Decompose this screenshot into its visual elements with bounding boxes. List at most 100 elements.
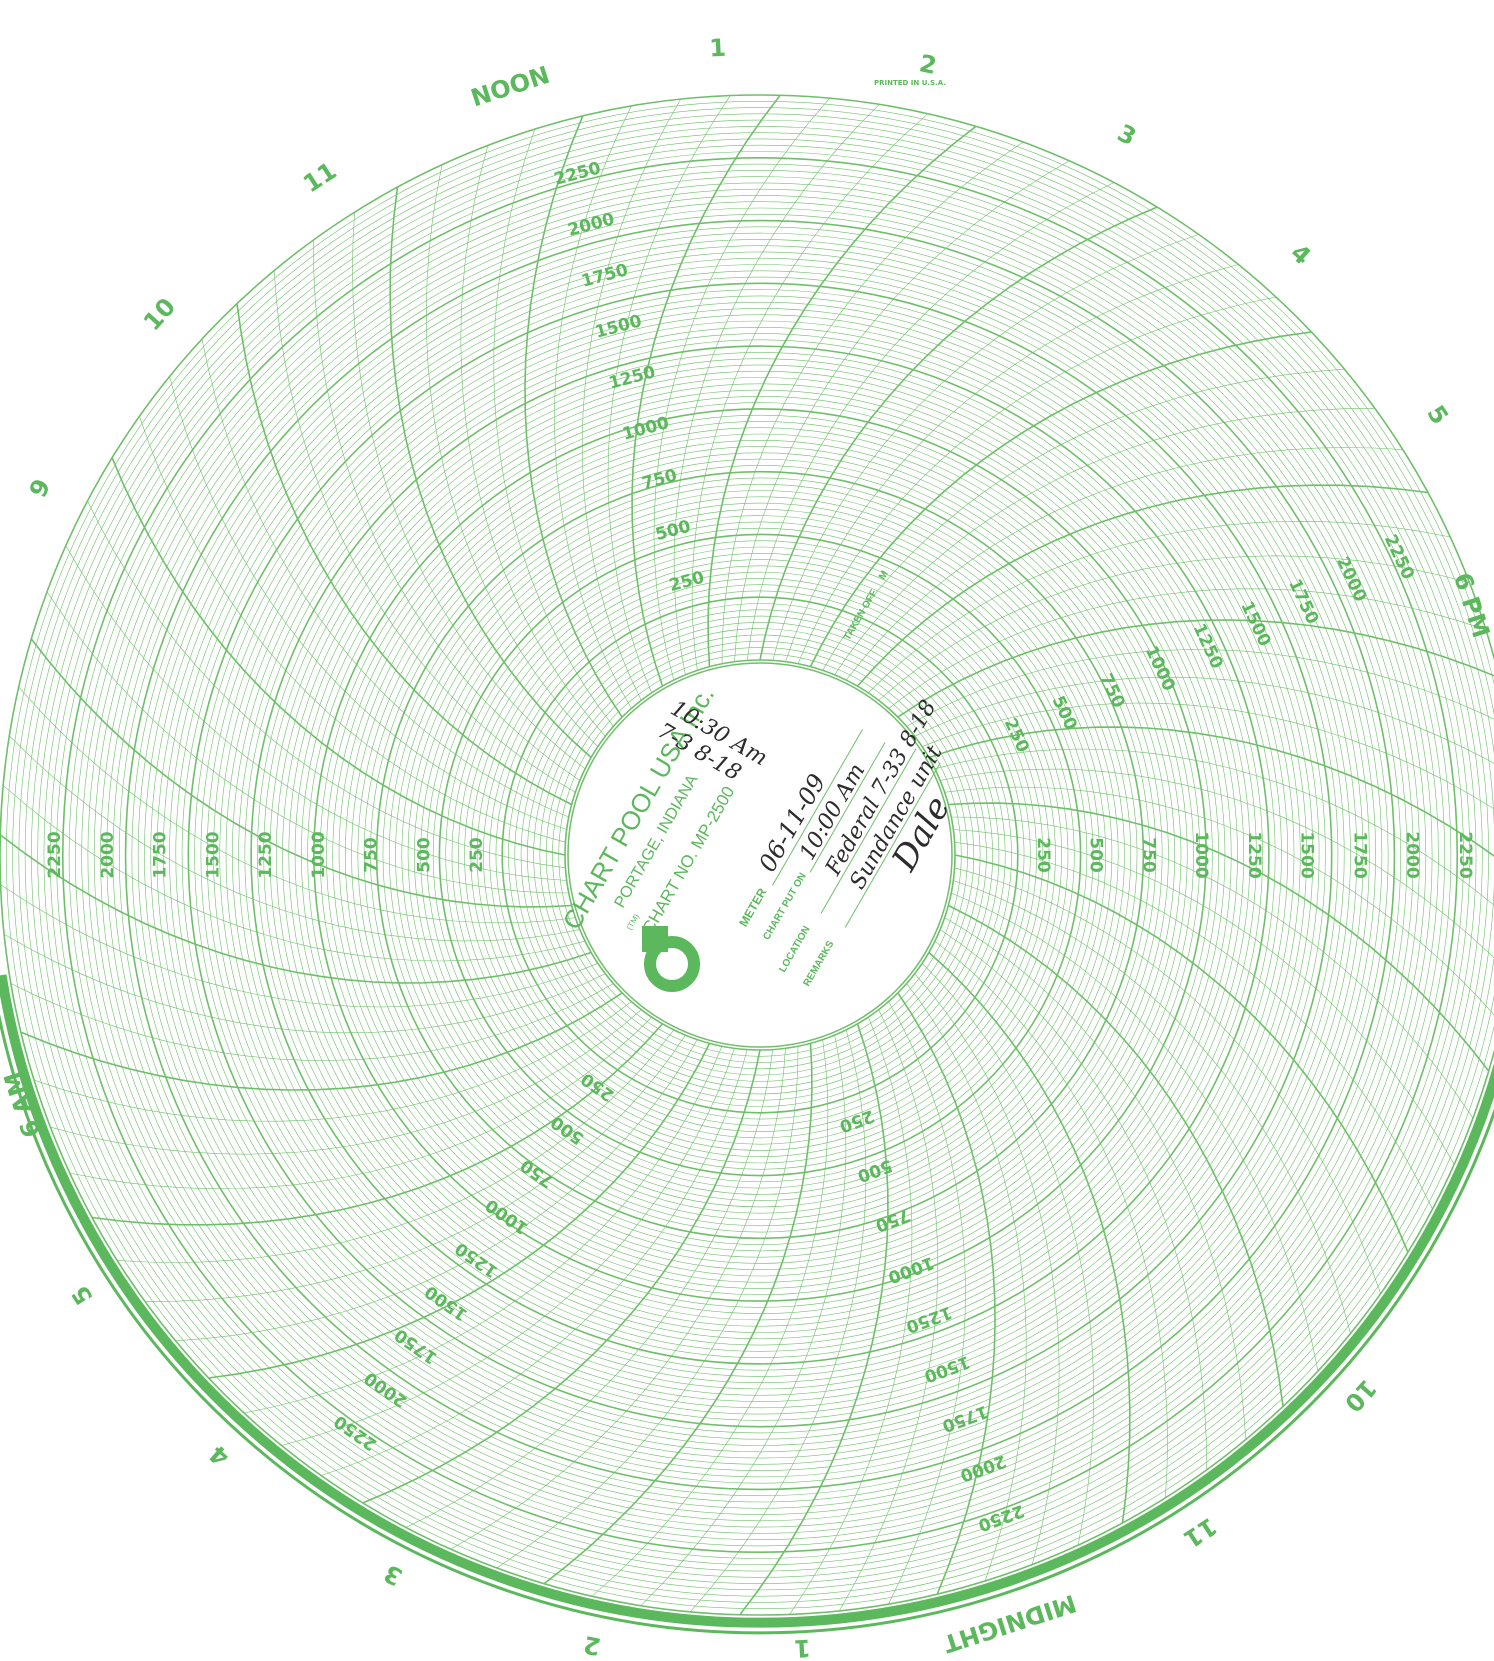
grid-time-line: [0, 884, 599, 1008]
grid-time-line: [0, 834, 592, 984]
grid-time-line: [496, 1046, 799, 1569]
grid-ring: [357, 452, 1163, 1258]
grid-ring: [244, 339, 1276, 1371]
scale-label: 1000: [620, 413, 671, 445]
grid-ring: [483, 578, 1037, 1132]
cp-logo-icon: [642, 926, 700, 992]
grid-ring: [438, 533, 1082, 1177]
hour-label: 2: [917, 49, 939, 80]
grid-time-line: [673, 104, 880, 675]
grid-ring: [87, 182, 1433, 1528]
grid-time-line: [352, 212, 586, 770]
scale-label: 2000: [361, 1367, 411, 1411]
grid-ring: [156, 251, 1364, 1459]
grid-ring: [332, 427, 1188, 1283]
hour-label: 9: [24, 474, 57, 502]
scale-label: 500: [547, 1111, 588, 1148]
grid-time-line: [236, 303, 572, 806]
grid-ring: [388, 483, 1132, 1227]
grid-time-line: [111, 457, 566, 856]
grid-time-line: [739, 1023, 889, 1616]
grid-ring: [37, 132, 1483, 1578]
grid-time-line: [940, 768, 1494, 959]
scale-label: 2250: [1380, 531, 1418, 582]
grid-time-line: [3, 785, 586, 962]
scale-label: 2000: [98, 831, 118, 878]
hour-label: 3: [1113, 119, 1141, 152]
scale-label: 250: [1033, 837, 1053, 873]
chart-grid: [0, 94, 1494, 1616]
grid-ring: [514, 609, 1006, 1101]
grid-time-line: [921, 702, 1494, 810]
hour-label: NOON: [467, 61, 553, 113]
grid-ring: [319, 414, 1201, 1296]
scale-label: 500: [1086, 837, 1106, 873]
grid-time-line: [789, 1016, 913, 1615]
outer-band-arc-thin: [0, 1013, 1494, 1635]
grid-ring: [401, 496, 1119, 1214]
grid-time-line: [460, 145, 606, 737]
grid-ring: [150, 245, 1370, 1465]
grid-ring: [181, 276, 1339, 1434]
grid-ring: [395, 490, 1125, 1220]
grid-ring: [558, 653, 962, 1057]
scale-label: 1500: [1297, 831, 1317, 878]
grid-time-line: [543, 1043, 813, 1585]
grid-time-line: [524, 115, 623, 718]
grid-time-line: [734, 160, 1070, 662]
hour-label: 5: [66, 1280, 99, 1309]
grid-ring: [75, 170, 1445, 1540]
grid-ring: [476, 571, 1044, 1139]
grid-time-line: [69, 1016, 652, 1190]
grid-time-line: [321, 1049, 748, 1476]
scale-label: 750: [1138, 837, 1158, 873]
grid-ring: [49, 144, 1471, 1566]
grid-ring: [445, 540, 1075, 1170]
grid-time-line: [653, 98, 830, 681]
grid-time-line: [87, 500, 566, 869]
grid-ring: [56, 151, 1464, 1559]
grid-ring: [288, 383, 1232, 1327]
grid-ring: [175, 270, 1345, 1440]
grid-ring: [131, 226, 1389, 1484]
scale-label: 750: [362, 837, 382, 873]
outer-band-arc: [0, 974, 1494, 1628]
printed-in-usa: PRINTED IN U.S.A.: [874, 79, 946, 87]
grid-ring: [382, 477, 1138, 1233]
grid-ring: [106, 201, 1414, 1509]
grid-time-line: [18, 686, 576, 924]
grid-time-line: [20, 992, 623, 1091]
grid-ring: [213, 308, 1307, 1402]
scale-label: 750: [873, 1204, 913, 1235]
scale-label: 2250: [45, 831, 65, 878]
grid-ring: [344, 439, 1176, 1271]
grid-ring: [307, 402, 1213, 1308]
grid-ring: [194, 289, 1326, 1421]
grid-ring: [257, 352, 1263, 1358]
grid-time-line: [845, 447, 1403, 681]
grid-ring: [263, 358, 1257, 1352]
grid-time-line: [951, 892, 1319, 1372]
grid-time-line: [928, 951, 1131, 1524]
scale-label: 1000: [309, 831, 329, 878]
grid-ring: [238, 333, 1282, 1377]
scale-label: 1250: [903, 1302, 954, 1337]
grid-time-line: [362, 1049, 761, 1504]
grid-time-line: [897, 619, 1494, 718]
grid-time-line: [856, 484, 1429, 687]
grid-time-line: [914, 676, 1494, 764]
hour-label: 3: [379, 1559, 407, 1592]
scale-label: 1000: [1141, 643, 1179, 694]
grid-ring: [495, 590, 1025, 1120]
grid-ring: [112, 207, 1408, 1503]
grid-ring: [313, 408, 1207, 1302]
grid-ring: [520, 615, 1000, 1095]
grid-time-line: [797, 296, 1277, 664]
hour-label: 5: [1421, 400, 1454, 429]
grid-ring: [426, 521, 1094, 1189]
grid-time-line: [10, 983, 614, 1061]
grid-ring: [338, 433, 1182, 1277]
grid-ring: [6, 101, 1494, 1609]
grid-time-line: [839, 1009, 939, 1612]
grid-time-line: [921, 963, 1095, 1546]
